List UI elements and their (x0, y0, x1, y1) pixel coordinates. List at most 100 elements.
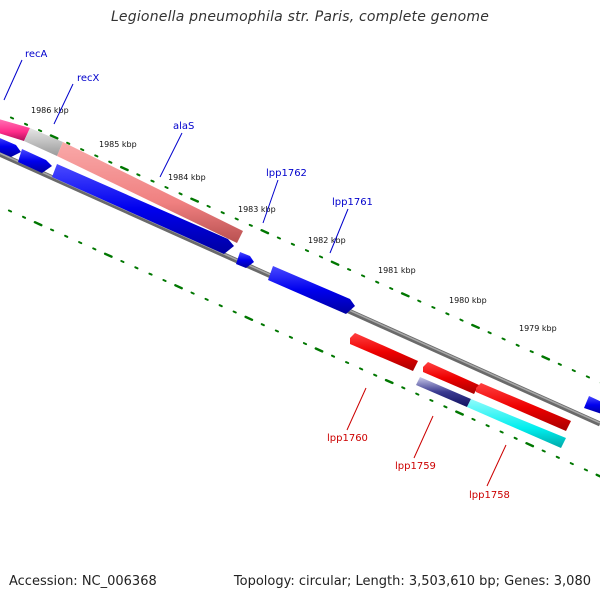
scale-major-tick (400, 292, 410, 298)
scale-minor-tick (150, 179, 155, 183)
scale-minor-tick (148, 272, 153, 276)
scale-minor-tick (64, 234, 69, 238)
scale-major-tick (330, 260, 340, 266)
scale-tick-label: 1982 kbp (308, 236, 346, 245)
cds-arrow[interactable] (476, 383, 571, 431)
scale-minor-tick (359, 367, 364, 371)
scale-minor-tick (108, 160, 113, 164)
pseudo-feature[interactable] (24, 128, 63, 156)
gene-label-alaS[interactable]: alaS (173, 121, 194, 132)
scale-major-tick (244, 315, 254, 321)
scale-tick-label: 1984 kbp (168, 173, 206, 182)
scale-minor-tick (190, 291, 195, 295)
scale-minor-tick (120, 260, 125, 263)
gene-label-lpp1760[interactable]: lpp1760 (327, 433, 368, 444)
scale-tick-label: 1985 kbp (99, 140, 137, 149)
cds-arrow[interactable] (0, 136, 21, 157)
scale-minor-tick (415, 392, 420, 396)
scale-minor-tick (445, 312, 450, 316)
forward-gene-labels: recA recX alaS lpp1762 lpp1761 (3, 49, 373, 254)
scale-minor-tick (318, 255, 324, 259)
scale-minor-tick (22, 215, 27, 219)
scale-minor-tick (94, 154, 99, 158)
scale-minor-tick (331, 354, 336, 358)
scale-tick-label: 1986 kbp (31, 106, 69, 115)
map-title: Legionella pneumophila str. Paris, compl… (110, 9, 490, 25)
cds-arrow[interactable] (52, 164, 234, 254)
scale-minor-tick (555, 455, 560, 459)
scale-minor-tick (459, 318, 464, 322)
scale-tick-label: 1979 kbp (519, 324, 557, 333)
scale-minor-tick (66, 141, 71, 145)
cds-arrow[interactable] (423, 362, 479, 394)
scale-major-tick (174, 284, 183, 290)
scale-minor-tick (234, 217, 239, 221)
scale-major-tick (314, 347, 324, 353)
scale-minor-tick (557, 362, 562, 366)
scale-minor-tick (443, 405, 448, 409)
cds-arrow[interactable] (350, 333, 418, 371)
scale-minor-tick (347, 268, 352, 271)
scale-minor-tick (302, 342, 308, 346)
scale-minor-tick (92, 247, 97, 251)
gene-label-lpp1759[interactable]: lpp1759 (395, 461, 436, 472)
scale-major-tick (119, 165, 129, 172)
rna-feature[interactable] (0, 118, 30, 141)
lpp1759-highlight-feature[interactable] (416, 377, 471, 407)
scale-minor-tick (136, 173, 141, 177)
track-dots-top (9, 116, 600, 384)
scale-minor-tick (290, 242, 295, 246)
scale-minor-tick (50, 228, 55, 232)
scale-minor-tick (206, 204, 211, 208)
scale-minor-tick (569, 462, 574, 466)
scale-minor-tick (178, 192, 183, 196)
scale-minor-tick (24, 122, 29, 126)
scale-major-tick (103, 252, 113, 258)
scale-major-tick (384, 378, 394, 385)
scale-major-tick (471, 323, 480, 329)
scale-minor-tick (375, 280, 380, 284)
cds-arrow[interactable] (268, 266, 355, 314)
scale-minor-tick (417, 299, 422, 303)
scale-minor-tick (232, 310, 237, 314)
scale-labels: 1986 kbp 1985 kbp 1984 kbp 1983 kbp 1982… (31, 106, 557, 333)
lpp1758-highlight-feature[interactable] (467, 399, 566, 448)
scale-minor-tick (162, 279, 167, 282)
scale-minor-tick (204, 297, 209, 301)
scale-minor-tick (499, 430, 504, 434)
cds-arrow[interactable] (584, 396, 600, 414)
scale-tick-label: 1983 kbp (238, 205, 276, 214)
scale-minor-tick (501, 337, 506, 341)
gene-label-recX[interactable]: recX (77, 73, 100, 84)
track-dots-bottom (7, 209, 600, 478)
cds-arrow[interactable] (236, 252, 254, 268)
scale-minor-tick (487, 331, 492, 335)
scale-minor-tick (389, 287, 394, 290)
scale-minor-tick (513, 436, 518, 440)
scale-minor-tick (541, 449, 546, 453)
gene-label-recA[interactable]: recA (25, 49, 48, 60)
scale-minor-tick (471, 417, 476, 421)
gene-label-lpp1762[interactable]: lpp1762 (266, 168, 307, 179)
gene-label-lpp1758[interactable]: lpp1758 (469, 490, 510, 501)
scale-major-tick (455, 410, 464, 416)
scale-minor-tick (585, 375, 590, 379)
scale-major-tick (190, 197, 200, 203)
scale-minor-tick (583, 468, 588, 472)
scale-major-tick (541, 355, 551, 361)
scale-minor-tick (515, 343, 520, 347)
scale-minor-tick (361, 274, 366, 278)
accession-text: Accession: NC_006368 (9, 574, 157, 589)
alaS-highlight-feature[interactable] (57, 142, 243, 243)
reverse-gene-labels: lpp1760 lpp1759 lpp1758 (327, 387, 510, 501)
scale-tick-label: 1981 kbp (378, 266, 416, 275)
scale-minor-tick (260, 323, 265, 327)
reverse-cds-arrows (350, 333, 571, 448)
scale-minor-tick (218, 304, 223, 308)
scale-minor-tick (288, 335, 293, 339)
scale-minor-tick (80, 148, 85, 152)
forward-cds-arrows (0, 136, 600, 414)
gene-label-lpp1761[interactable]: lpp1761 (332, 197, 373, 208)
cds-arrow[interactable] (18, 149, 52, 173)
